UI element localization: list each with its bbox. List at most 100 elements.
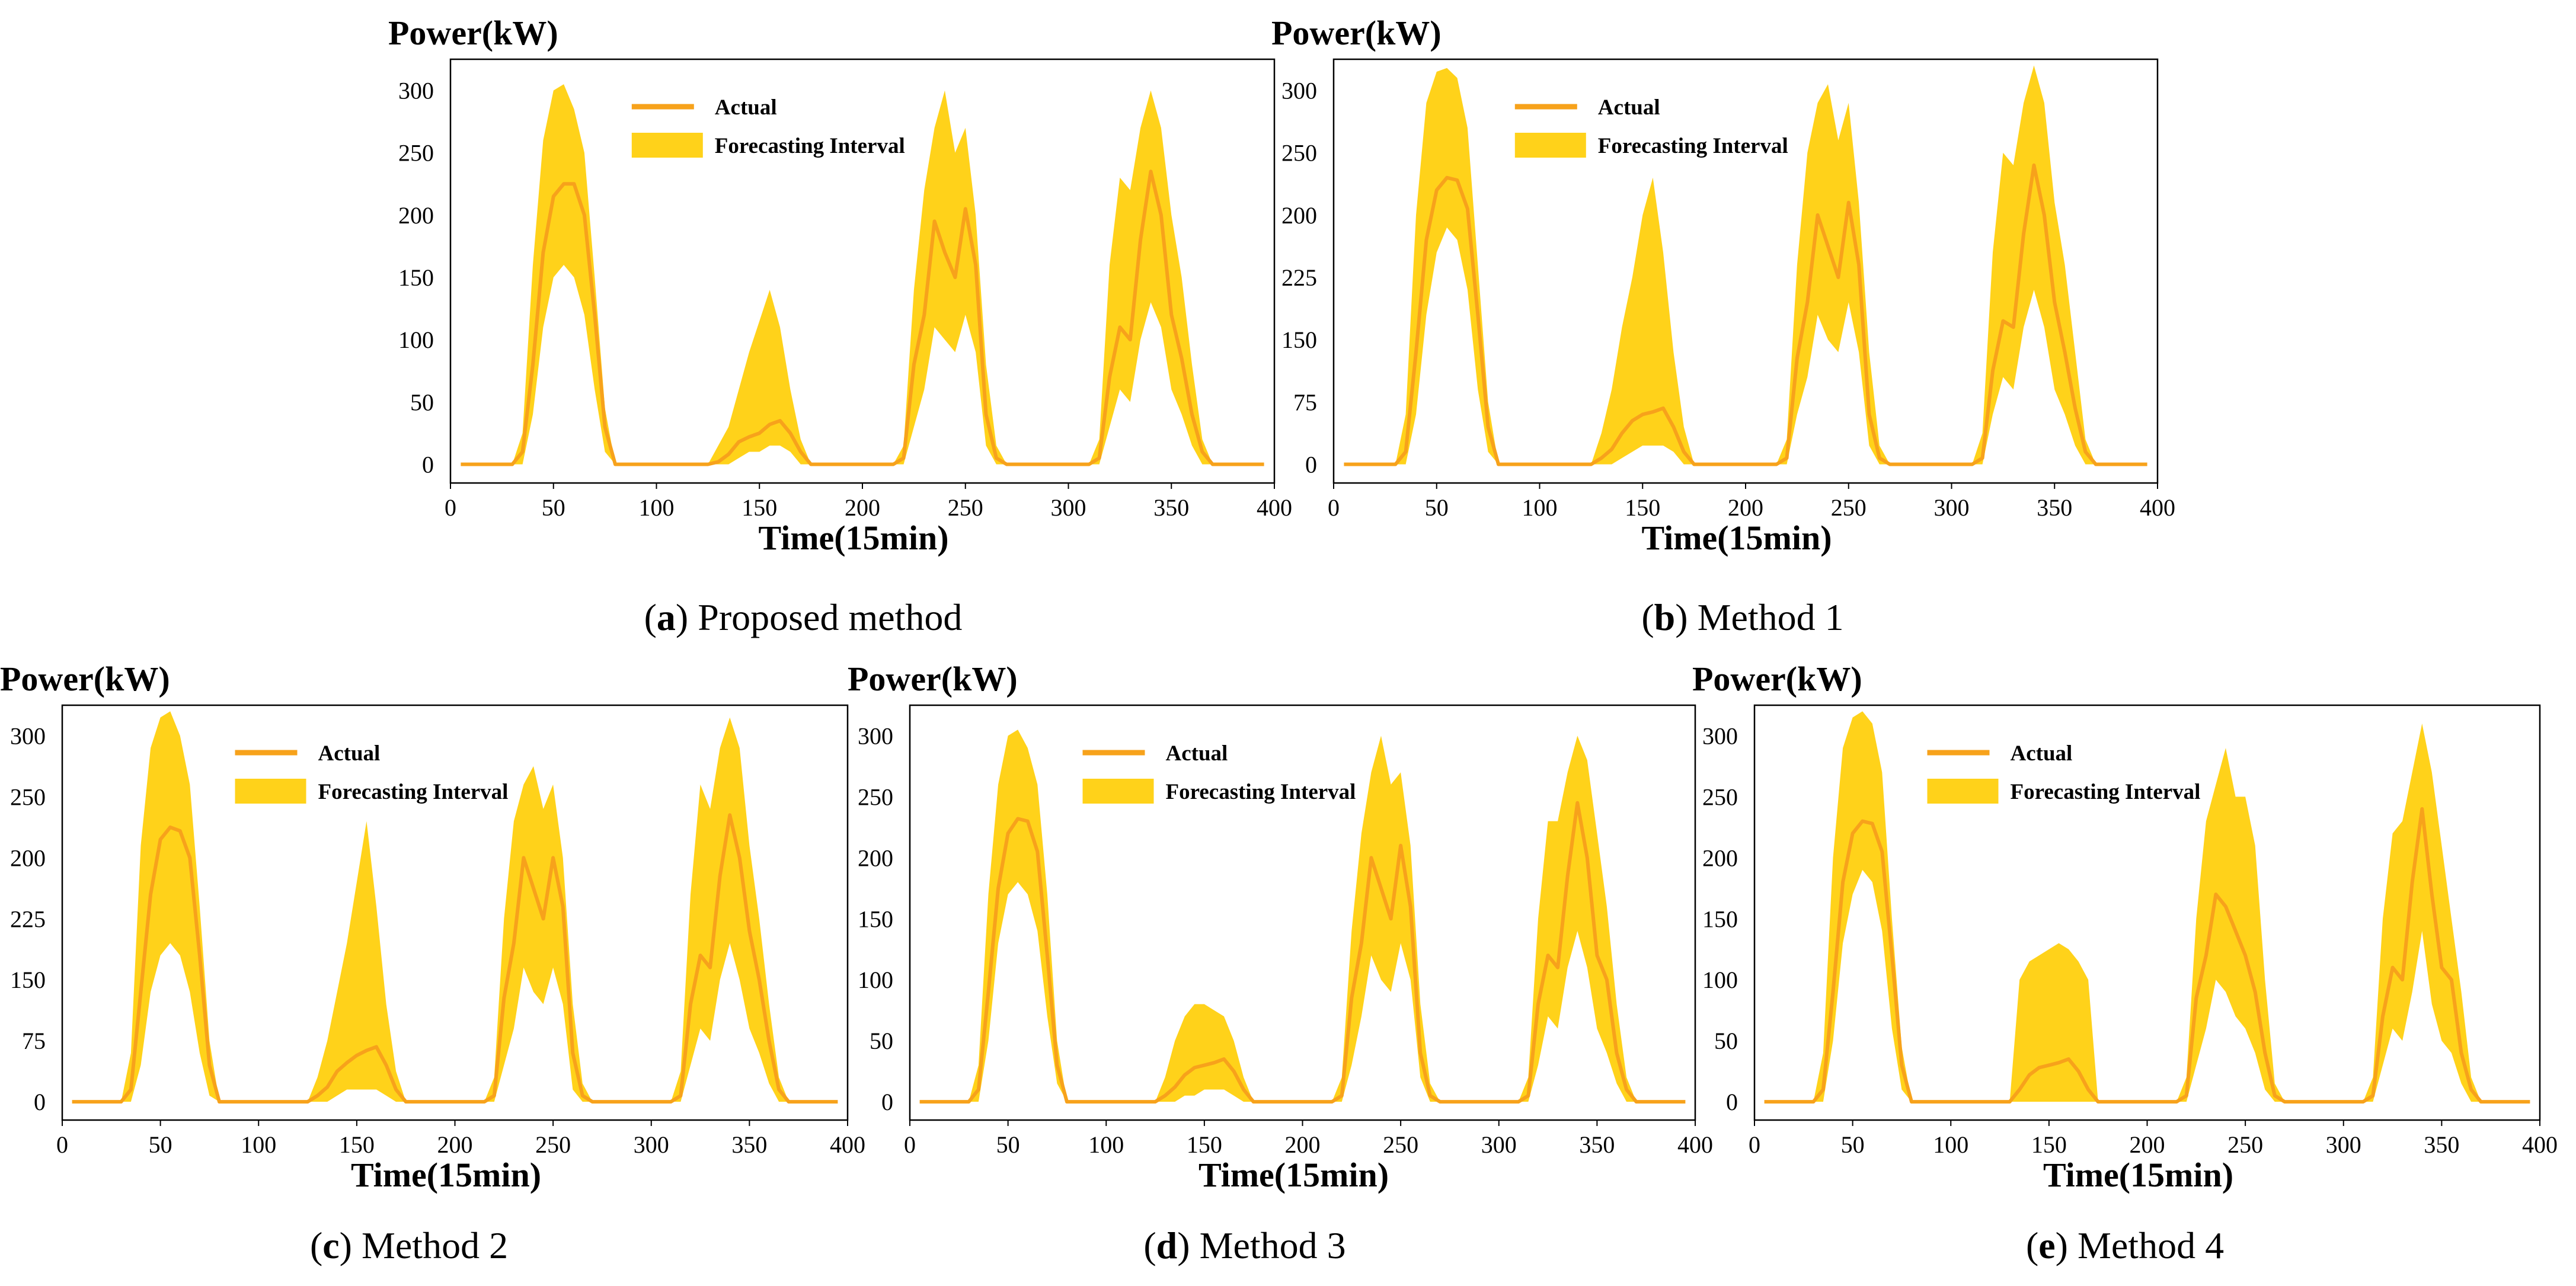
caption-a: (a) Proposed method [644, 596, 963, 638]
actual-line-e [1764, 807, 2530, 1104]
caption-b-letter: b [1654, 596, 1676, 638]
y-tick-label-a: 0 [422, 451, 434, 478]
interval-band-e [1764, 711, 2530, 1102]
caption-e-text: ) Method 4 [2055, 1224, 2225, 1266]
y-tick-label-e: 0 [1726, 1089, 1738, 1115]
x-tick-label-d: 0 [904, 1131, 916, 1158]
caption-e: (e) Method 4 [2025, 1224, 2225, 1266]
x-tick-label-b: 200 [1728, 494, 1763, 521]
caption-d-text: ) Method 3 [1177, 1224, 1346, 1266]
x-tick-label-b: 350 [2037, 494, 2072, 521]
y-tick-label-b: 0 [1305, 451, 1317, 478]
x-tick-label-a: 200 [845, 494, 880, 521]
caption-b-text: ) Method 1 [1675, 596, 1844, 638]
x-tick-label-c: 200 [437, 1131, 473, 1158]
legend-actual-label-d: Actual [1166, 741, 1228, 766]
y-tick-label-a: 150 [398, 264, 434, 291]
x-tick-label-e: 300 [2326, 1131, 2361, 1158]
legend-interval-swatch-d [1082, 779, 1154, 804]
x-tick-label-d: 200 [1285, 1131, 1321, 1158]
x-tick-label-a: 50 [542, 494, 565, 521]
y-tick-label-d: 0 [881, 1089, 893, 1115]
y-tick-label-a: 250 [398, 140, 434, 167]
legend-interval-swatch-e [1927, 779, 1999, 804]
x-tick-label-c: 400 [830, 1131, 865, 1158]
x-tick-label-b: 150 [1625, 494, 1660, 521]
x-tick-label-c: 100 [241, 1131, 276, 1158]
x-tick-label-c: 350 [731, 1131, 767, 1158]
x-tick-label-e: 150 [2031, 1131, 2067, 1158]
legend-interval-label-a: Forecasting Interval [715, 134, 905, 158]
y-tick-label-b: 75 [1293, 389, 1317, 415]
x-tick-label-a: 0 [445, 494, 456, 521]
x-tick-label-d: 400 [1677, 1131, 1713, 1158]
x-axis-title-c: Time(15min) [351, 1156, 541, 1194]
x-tick-label-e: 350 [2424, 1131, 2459, 1158]
caption-a-text: ) Proposed method [675, 596, 963, 638]
legend-actual-label-c: Actual [318, 741, 381, 766]
x-tick-label-a: 350 [1153, 494, 1189, 521]
x-tick-label-e: 50 [1841, 1131, 1865, 1158]
caption-c: (c) Method 2 [309, 1224, 509, 1266]
x-tick-label-e: 0 [1749, 1131, 1760, 1158]
y-axis-title-b: Power(kW) [1271, 14, 1442, 52]
caption-d-letter: d [1156, 1224, 1178, 1266]
y-tick-label-d: 300 [858, 722, 893, 749]
x-tick-label-a: 100 [639, 494, 675, 521]
x-tick-label-b: 250 [1831, 494, 1867, 521]
y-tick-label-e: 100 [1702, 967, 1738, 993]
y-tick-label-a: 100 [398, 327, 434, 353]
y-tick-label-e: 200 [1702, 844, 1738, 871]
x-tick-label-e: 250 [2227, 1131, 2263, 1158]
actual-line-a [461, 169, 1264, 466]
actual-line-c [72, 813, 838, 1104]
legend-interval-swatch-b [1514, 133, 1586, 158]
y-tick-label-d: 200 [858, 844, 893, 871]
y-tick-label-c: 0 [34, 1089, 46, 1115]
y-tick-label-c: 225 [10, 906, 46, 932]
y-tick-label-d: 100 [858, 967, 893, 993]
x-tick-label-e: 100 [1933, 1131, 1968, 1158]
y-tick-label-d: 150 [858, 906, 893, 932]
y-axis-title-c: Power(kW) [0, 660, 170, 698]
x-axis-title-d: Time(15min) [1198, 1156, 1389, 1194]
y-axis-title-d: Power(kW) [848, 660, 1018, 698]
x-tick-label-b: 0 [1328, 494, 1340, 521]
x-tick-label-b: 400 [2140, 494, 2175, 521]
legend-interval-label-b: Forecasting Interval [1598, 134, 1788, 158]
y-tick-label-b: 250 [1281, 140, 1317, 167]
caption-e-letter: e [2038, 1224, 2056, 1266]
legend-interval-label-c: Forecasting Interval [318, 780, 509, 804]
caption-c-letter: c [322, 1224, 340, 1266]
x-tick-label-d: 100 [1088, 1131, 1124, 1158]
y-axis-title-e: Power(kW) [1692, 660, 1862, 698]
x-tick-label-c: 0 [56, 1131, 68, 1158]
y-tick-label-c: 75 [22, 1028, 46, 1054]
legend-interval-swatch-a [631, 133, 703, 158]
x-tick-label-d: 300 [1481, 1131, 1517, 1158]
caption-a-letter: a [656, 596, 676, 638]
y-axis-title-a: Power(kW) [388, 14, 558, 52]
x-axis-title-b: Time(15min) [1641, 519, 1832, 557]
x-tick-label-c: 150 [339, 1131, 375, 1158]
legend-actual-label-b: Actual [1598, 95, 1660, 120]
y-tick-label-b: 150 [1281, 327, 1317, 353]
x-axis-title-a: Time(15min) [758, 519, 948, 557]
x-tick-label-c: 300 [634, 1131, 669, 1158]
y-tick-label-b: 225 [1281, 264, 1317, 291]
y-tick-label-e: 250 [1702, 783, 1738, 810]
legend-actual-label-a: Actual [715, 95, 777, 120]
y-tick-label-c: 250 [10, 783, 46, 810]
x-tick-label-e: 200 [2130, 1131, 2165, 1158]
x-tick-label-a: 400 [1257, 494, 1292, 521]
x-tick-label-e: 400 [2522, 1131, 2558, 1158]
x-tick-label-a: 300 [1051, 494, 1086, 521]
x-tick-label-d: 350 [1579, 1131, 1615, 1158]
y-tick-label-a: 50 [410, 389, 434, 415]
y-tick-label-c: 300 [10, 722, 46, 749]
x-tick-label-a: 150 [742, 494, 777, 521]
